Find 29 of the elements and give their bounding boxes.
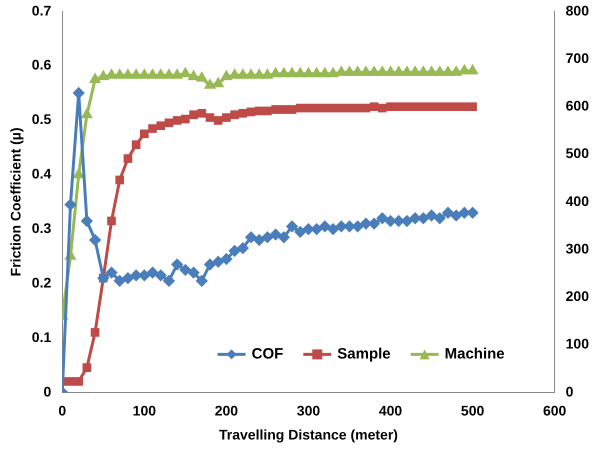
legend-label: COF [252,346,284,363]
x-axis-title: Travelling Distance (meter) [218,426,398,442]
x-tick-label: 100 [132,402,156,419]
x-tick-label: 300 [296,402,320,419]
y2-tick-label: 800 [566,2,590,18]
y2-tick-label: 300 [566,240,590,256]
y2-tick-label: 400 [566,192,590,209]
x-tick-label: 200 [214,402,238,419]
y2-tick-label: 100 [566,336,590,352]
y-tick-label: 0.2 [32,274,52,290]
y2-tick-label: 0 [566,383,574,400]
x-tick-label: 500 [460,402,484,419]
legend-label: Sample [337,346,391,363]
legend-label: Machine [444,346,505,363]
y-axis-title: Friction Coefficient (µ) [7,127,24,276]
y-tick-label: 0.1 [32,328,52,345]
y2-tick-label: 200 [566,288,590,304]
y2-tick-label: 700 [566,50,590,66]
y-tick-label: 0.3 [32,220,52,236]
y-tick-label: 0.5 [32,111,52,128]
y-tick-label: 0.4 [32,166,52,182]
x-tick-label: 0 [58,402,66,419]
y2-tick-label: 600 [566,98,590,114]
x-tick-label: 600 [542,402,567,419]
y-tick-label: 0.7 [32,2,52,18]
y-tick-label: 0.6 [32,56,52,73]
y-tick-label: 0 [43,383,52,400]
x-tick-label: 400 [378,402,402,419]
y2-tick-label: 500 [566,145,590,162]
